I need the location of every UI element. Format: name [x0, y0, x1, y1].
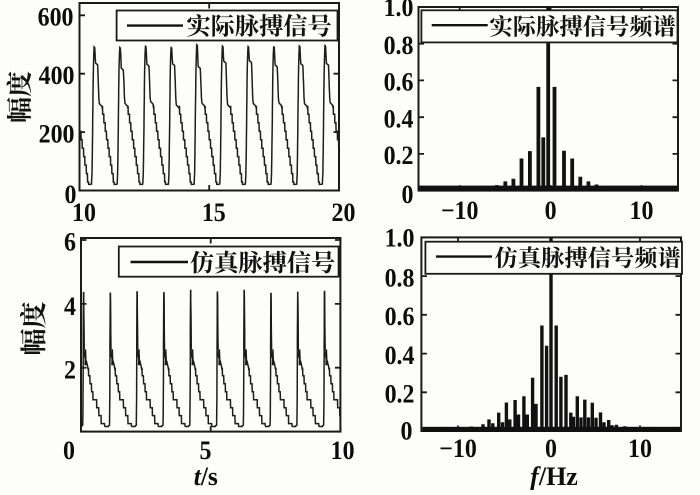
- svg-text:0.8: 0.8: [385, 265, 415, 293]
- svg-text:10: 10: [630, 197, 654, 225]
- svg-text:0.8: 0.8: [384, 32, 414, 60]
- svg-text:2: 2: [64, 357, 76, 385]
- svg-text:1.0: 1.0: [384, 0, 414, 22]
- svg-text:10: 10: [72, 199, 96, 227]
- svg-text:0.6: 0.6: [385, 303, 415, 331]
- svg-text:f/Hz: f/Hz: [530, 462, 578, 490]
- svg-text:−10: −10: [439, 435, 477, 463]
- svg-text:6: 6: [64, 228, 76, 256]
- svg-text:0.2: 0.2: [384, 142, 414, 170]
- svg-text:0.2: 0.2: [385, 381, 415, 409]
- svg-text:0: 0: [65, 181, 77, 209]
- svg-text:−10: −10: [441, 197, 479, 225]
- svg-text:0: 0: [545, 435, 557, 463]
- svg-text:t/s: t/s: [194, 462, 218, 490]
- svg-text:0: 0: [545, 197, 557, 225]
- svg-text:10: 10: [331, 437, 355, 465]
- svg-text:0: 0: [401, 418, 413, 446]
- svg-text:0: 0: [402, 181, 414, 209]
- svg-text:4: 4: [64, 293, 76, 321]
- svg-text:5: 5: [200, 437, 212, 465]
- svg-text:10: 10: [628, 435, 652, 463]
- svg-text:1.0: 1.0: [385, 225, 415, 253]
- svg-text:200: 200: [39, 121, 75, 149]
- svg-text:0.4: 0.4: [385, 342, 415, 370]
- svg-text:400: 400: [39, 62, 75, 90]
- svg-text:0: 0: [63, 437, 75, 465]
- svg-text:600: 600: [38, 4, 74, 32]
- svg-text:0.6: 0.6: [384, 69, 414, 97]
- svg-text:20: 20: [332, 199, 356, 227]
- svg-text:15: 15: [202, 199, 226, 227]
- svg-text:0.4: 0.4: [384, 106, 414, 134]
